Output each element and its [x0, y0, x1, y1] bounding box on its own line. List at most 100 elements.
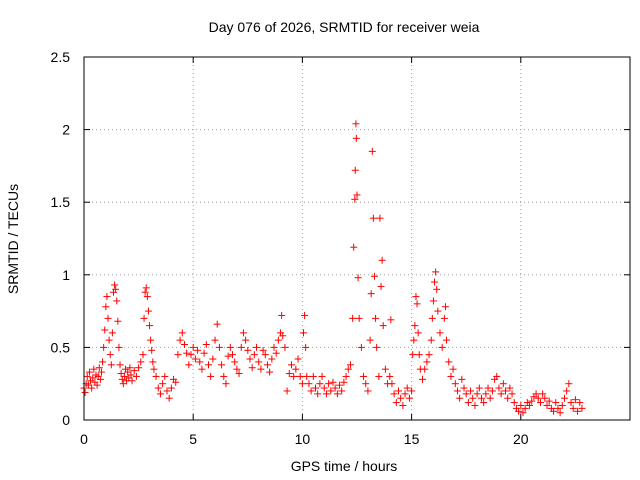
data-point	[163, 387, 171, 395]
data-point	[346, 361, 354, 369]
data-point	[307, 387, 315, 395]
data-point	[198, 365, 206, 373]
x-tick-label: 20	[513, 431, 529, 447]
data-point	[196, 358, 204, 366]
data-point	[281, 343, 289, 351]
data-point	[287, 361, 295, 369]
data-point	[451, 380, 459, 388]
data-point	[369, 214, 377, 222]
data-point	[576, 399, 584, 407]
data-point	[194, 346, 202, 354]
data-point	[550, 407, 558, 415]
y-tick-label: 0.5	[51, 339, 71, 355]
data-point	[449, 365, 457, 373]
data-point	[137, 358, 145, 366]
data-point	[567, 399, 575, 407]
data-point	[495, 384, 503, 392]
data-point	[372, 314, 380, 322]
data-point	[447, 372, 455, 380]
data-point	[176, 336, 184, 344]
data-point	[336, 381, 344, 389]
data-point	[261, 351, 269, 359]
data-point	[253, 343, 261, 351]
data-point	[388, 380, 396, 388]
data-point	[211, 336, 219, 344]
data-point	[340, 378, 348, 386]
data-point	[222, 380, 230, 388]
data-point	[149, 358, 157, 366]
tick-labels: 0 0.5 1 1.5 2 2.5 0 5 10 15 20	[51, 49, 529, 447]
data-point	[482, 390, 490, 398]
data-point	[558, 401, 566, 409]
data-point	[156, 390, 164, 398]
data-point	[292, 365, 300, 373]
data-point	[266, 368, 274, 376]
data-point	[504, 394, 512, 402]
data-point	[322, 390, 330, 398]
data-point	[458, 375, 466, 383]
data-point	[528, 397, 536, 405]
data-point	[414, 329, 422, 337]
data-point	[246, 355, 254, 363]
data-point	[403, 384, 411, 392]
data-point	[443, 336, 451, 344]
data-point	[132, 372, 140, 380]
data-point	[431, 278, 439, 286]
data-point	[159, 380, 167, 388]
data-point	[274, 336, 282, 344]
plot-frame	[83, 56, 631, 421]
data-point	[486, 394, 494, 402]
data-point	[115, 343, 123, 351]
data-point	[278, 311, 286, 319]
data-point	[183, 349, 191, 357]
data-point	[237, 343, 245, 351]
data-point	[349, 314, 357, 322]
y-tick-label: 0	[62, 412, 70, 428]
data-point	[488, 387, 496, 395]
data-point	[316, 380, 324, 388]
data-point	[436, 329, 444, 337]
data-point	[226, 343, 234, 351]
data-point	[96, 375, 104, 383]
grid	[84, 57, 630, 420]
data-point	[480, 399, 488, 407]
data-point	[154, 384, 162, 392]
data-point	[161, 372, 169, 380]
data-point	[130, 367, 138, 375]
data-point	[370, 272, 378, 280]
data-point	[325, 380, 333, 388]
data-point	[113, 297, 121, 305]
data-point	[248, 364, 256, 372]
data-point	[401, 390, 409, 398]
data-point	[83, 372, 91, 380]
data-point	[477, 394, 485, 402]
data-point	[423, 358, 431, 366]
data-point	[97, 368, 105, 376]
data-point	[338, 387, 346, 395]
data-point	[392, 399, 400, 407]
data-point	[128, 377, 136, 385]
data-point	[111, 281, 119, 289]
data-point	[200, 349, 208, 357]
data-point	[99, 358, 107, 366]
data-point	[204, 361, 212, 369]
data-point	[502, 387, 510, 395]
data-point	[103, 293, 111, 301]
data-point	[302, 343, 310, 351]
data-point	[453, 387, 461, 395]
data-point	[367, 290, 375, 298]
data-point	[464, 399, 472, 407]
data-point	[318, 372, 326, 380]
data-point	[552, 399, 560, 407]
data-point	[410, 336, 418, 344]
data-point	[301, 311, 309, 319]
data-point	[429, 297, 437, 305]
data-point	[106, 351, 114, 359]
data-point	[342, 372, 350, 380]
data-point	[327, 387, 335, 395]
data-point	[142, 284, 150, 292]
data-point	[510, 399, 518, 407]
data-point	[299, 329, 307, 337]
data-point	[167, 384, 175, 392]
data-point	[114, 317, 122, 325]
